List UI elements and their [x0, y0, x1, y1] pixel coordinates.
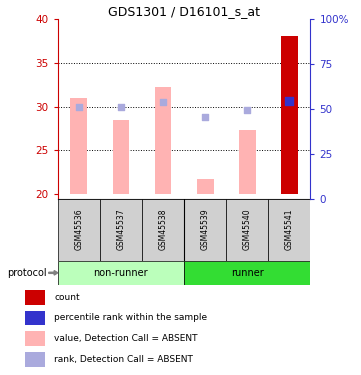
Bar — [239, 130, 256, 194]
Point — [287, 98, 292, 104]
Text: GSM45536: GSM45536 — [74, 209, 83, 251]
Text: non-runner: non-runner — [93, 268, 148, 278]
Bar — [226, 199, 268, 261]
Text: GSM45538: GSM45538 — [158, 209, 168, 251]
Point — [118, 104, 124, 110]
Bar — [197, 178, 214, 194]
Text: count: count — [54, 293, 80, 302]
Bar — [25, 352, 45, 367]
Text: value, Detection Call = ABSENT: value, Detection Call = ABSENT — [54, 334, 198, 343]
Bar — [58, 199, 100, 261]
Text: protocol: protocol — [7, 268, 47, 278]
Title: GDS1301 / D16101_s_at: GDS1301 / D16101_s_at — [108, 4, 260, 18]
Bar — [281, 36, 298, 194]
Point — [244, 107, 250, 113]
Text: GSM45540: GSM45540 — [243, 209, 252, 251]
Text: rank, Detection Call = ABSENT: rank, Detection Call = ABSENT — [54, 355, 193, 364]
Bar — [142, 199, 184, 261]
Text: GSM45541: GSM45541 — [285, 209, 294, 251]
Bar — [184, 199, 226, 261]
Bar — [25, 331, 45, 346]
Bar — [113, 120, 129, 194]
Text: percentile rank within the sample: percentile rank within the sample — [54, 314, 207, 322]
Text: GSM45537: GSM45537 — [117, 209, 125, 251]
Bar — [155, 87, 171, 194]
Bar — [70, 98, 87, 194]
Text: GSM45539: GSM45539 — [201, 209, 210, 251]
Bar — [58, 261, 184, 285]
Point — [160, 99, 166, 105]
Point — [202, 114, 208, 120]
Text: runner: runner — [231, 268, 264, 278]
Bar — [100, 199, 142, 261]
Point — [76, 104, 82, 110]
Bar — [268, 199, 310, 261]
Bar — [25, 310, 45, 326]
Bar — [184, 261, 310, 285]
Bar — [25, 290, 45, 305]
